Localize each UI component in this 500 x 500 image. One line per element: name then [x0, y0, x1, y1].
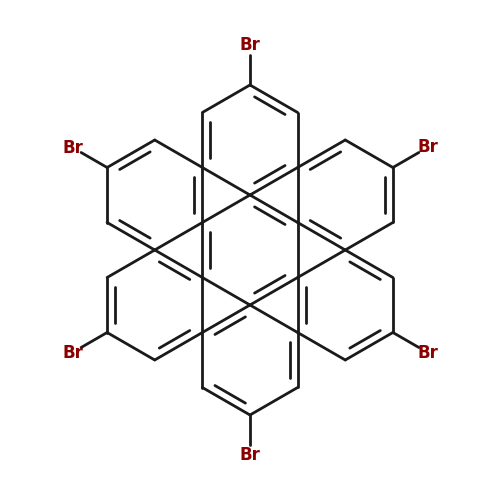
Text: Br: Br	[417, 138, 438, 156]
Text: Br: Br	[62, 138, 83, 156]
Text: Br: Br	[240, 446, 260, 464]
Text: Br: Br	[417, 344, 438, 361]
Text: Br: Br	[62, 344, 83, 361]
Text: Br: Br	[240, 36, 260, 54]
